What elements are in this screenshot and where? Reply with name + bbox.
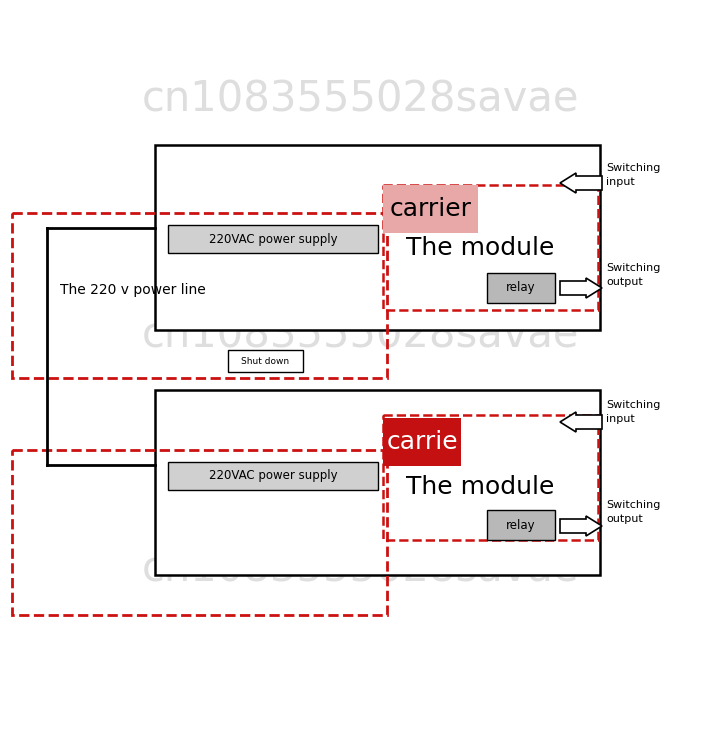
Text: cn1083555028savae: cn1083555028savae (142, 79, 579, 121)
Text: Shut down: Shut down (242, 356, 290, 365)
Text: The module: The module (406, 475, 554, 499)
Bar (383, 418, 461, 466)
Bar (168, 225, 378, 253)
FancyArrow shape (560, 278, 602, 298)
Text: The 220 v power line: The 220 v power line (60, 283, 205, 297)
Text: Switching: Switching (606, 400, 660, 410)
Text: output: output (606, 514, 642, 524)
Bar (155, 390, 600, 575)
Bar (383, 185, 478, 233)
Bar (12, 213, 387, 378)
Text: cn1083555028savae: cn1083555028savae (142, 314, 579, 356)
Text: Switching: Switching (606, 263, 660, 273)
Text: cn1083555028savae: cn1083555028savae (142, 549, 579, 591)
Text: carrie: carrie (386, 430, 458, 454)
Bar (383, 415, 598, 540)
FancyArrow shape (560, 173, 602, 193)
Bar (228, 350, 303, 372)
Bar (12, 450, 387, 615)
Text: output: output (606, 277, 642, 287)
Text: input: input (606, 177, 634, 187)
Text: carrier: carrier (389, 197, 472, 221)
Text: input: input (606, 414, 634, 424)
Bar (487, 273, 555, 303)
Bar (155, 145, 600, 330)
Text: relay: relay (506, 518, 536, 531)
Text: The module: The module (406, 236, 554, 260)
Text: 220VAC power supply: 220VAC power supply (208, 469, 337, 482)
Text: relay: relay (506, 282, 536, 294)
FancyArrow shape (560, 412, 602, 432)
FancyArrow shape (560, 516, 602, 536)
Bar (383, 185, 598, 310)
Bar (168, 462, 378, 490)
Text: 220VAC power supply: 220VAC power supply (208, 233, 337, 245)
Bar (487, 510, 555, 540)
Text: Switching: Switching (606, 163, 660, 173)
Text: Switching: Switching (606, 500, 660, 510)
